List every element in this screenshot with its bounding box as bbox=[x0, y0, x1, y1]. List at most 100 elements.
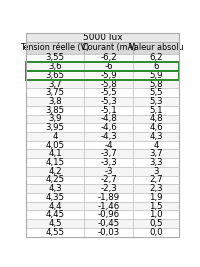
Bar bbox=[133, 97, 179, 106]
Text: -5,5: -5,5 bbox=[100, 88, 117, 97]
Text: 4,2: 4,2 bbox=[48, 167, 62, 176]
Text: 2,7: 2,7 bbox=[149, 175, 163, 184]
Bar bbox=[84, 184, 133, 193]
Text: -5,8: -5,8 bbox=[100, 80, 117, 89]
Text: -1,46: -1,46 bbox=[98, 202, 120, 211]
Bar bbox=[133, 202, 179, 210]
Bar bbox=[133, 132, 179, 141]
Text: 4,05: 4,05 bbox=[45, 141, 64, 150]
Text: 3,9: 3,9 bbox=[48, 115, 62, 123]
Bar bbox=[133, 54, 179, 62]
Text: -2,3: -2,3 bbox=[100, 184, 117, 193]
Text: -1,89: -1,89 bbox=[98, 193, 120, 202]
Bar bbox=[84, 210, 133, 219]
Bar bbox=[26, 71, 84, 80]
Text: 4,45: 4,45 bbox=[45, 210, 64, 219]
Bar bbox=[133, 141, 179, 150]
Text: 3,95: 3,95 bbox=[45, 123, 64, 132]
Bar bbox=[133, 123, 179, 132]
Bar bbox=[133, 150, 179, 158]
Text: -6,2: -6,2 bbox=[100, 53, 117, 62]
Bar bbox=[84, 42, 133, 54]
Text: 5,1: 5,1 bbox=[149, 106, 163, 115]
Text: -3,7: -3,7 bbox=[100, 149, 117, 158]
Text: 0,0: 0,0 bbox=[149, 228, 163, 237]
Bar bbox=[133, 71, 179, 80]
Bar bbox=[84, 106, 133, 115]
Text: 3,75: 3,75 bbox=[45, 88, 64, 97]
Text: 4,1: 4,1 bbox=[48, 149, 62, 158]
Bar bbox=[26, 88, 84, 97]
Bar bbox=[26, 71, 179, 80]
Bar bbox=[26, 62, 84, 71]
Text: -6: -6 bbox=[104, 62, 113, 71]
Text: 4: 4 bbox=[52, 132, 58, 141]
Bar bbox=[133, 193, 179, 202]
Text: 5,8: 5,8 bbox=[149, 80, 163, 89]
Text: 4: 4 bbox=[153, 141, 159, 150]
Bar bbox=[84, 123, 133, 132]
Text: -4,6: -4,6 bbox=[100, 123, 117, 132]
Bar bbox=[26, 123, 84, 132]
Bar bbox=[26, 210, 84, 219]
Text: 3,65: 3,65 bbox=[45, 71, 64, 80]
Bar bbox=[84, 62, 133, 71]
Text: -5,9: -5,9 bbox=[100, 71, 117, 80]
Bar bbox=[84, 115, 133, 123]
Text: 4,8: 4,8 bbox=[149, 115, 163, 123]
Bar bbox=[84, 202, 133, 210]
Bar bbox=[133, 115, 179, 123]
Bar bbox=[26, 158, 84, 167]
Text: 3,85: 3,85 bbox=[45, 106, 64, 115]
Text: 4,6: 4,6 bbox=[149, 123, 163, 132]
Text: 4,55: 4,55 bbox=[45, 228, 64, 237]
Bar bbox=[84, 71, 133, 80]
Bar bbox=[84, 150, 133, 158]
Bar bbox=[26, 42, 84, 54]
Bar bbox=[133, 106, 179, 115]
Bar bbox=[133, 210, 179, 219]
Text: 6: 6 bbox=[153, 62, 159, 71]
Text: 3: 3 bbox=[153, 167, 159, 176]
Bar bbox=[26, 132, 84, 141]
Bar bbox=[26, 228, 84, 237]
Bar bbox=[133, 42, 179, 54]
Bar bbox=[84, 132, 133, 141]
Bar bbox=[84, 219, 133, 228]
Bar bbox=[26, 184, 84, 193]
Bar bbox=[26, 167, 84, 176]
Bar bbox=[26, 202, 84, 210]
Text: 4,4: 4,4 bbox=[48, 202, 62, 211]
Bar bbox=[133, 228, 179, 237]
Text: Tension réelle (V): Tension réelle (V) bbox=[20, 43, 89, 52]
Bar bbox=[26, 219, 84, 228]
Bar bbox=[26, 176, 84, 184]
Bar bbox=[133, 184, 179, 193]
Text: -0,03: -0,03 bbox=[98, 228, 120, 237]
Text: 3,7: 3,7 bbox=[48, 80, 62, 89]
Bar bbox=[26, 150, 84, 158]
Bar bbox=[26, 193, 84, 202]
Text: 5,3: 5,3 bbox=[149, 97, 163, 106]
Text: 2,3: 2,3 bbox=[149, 184, 163, 193]
Bar bbox=[84, 193, 133, 202]
Bar bbox=[26, 80, 84, 88]
Text: 5,5: 5,5 bbox=[149, 88, 163, 97]
Bar bbox=[84, 228, 133, 237]
Bar bbox=[26, 115, 84, 123]
Text: -3,3: -3,3 bbox=[100, 158, 117, 167]
Text: Valeur absolu: Valeur absolu bbox=[129, 43, 183, 52]
Text: 3,6: 3,6 bbox=[48, 62, 62, 71]
Text: 6,2: 6,2 bbox=[149, 53, 163, 62]
Bar bbox=[26, 141, 84, 150]
Text: 0,5: 0,5 bbox=[149, 219, 163, 228]
Bar bbox=[133, 62, 179, 71]
Text: 1,0: 1,0 bbox=[149, 210, 163, 219]
Bar bbox=[133, 158, 179, 167]
Text: 5000 lux: 5000 lux bbox=[83, 33, 122, 42]
Bar bbox=[26, 106, 84, 115]
Text: -4,8: -4,8 bbox=[100, 115, 117, 123]
Bar bbox=[26, 97, 84, 106]
Text: -5,3: -5,3 bbox=[100, 97, 117, 106]
Bar bbox=[133, 88, 179, 97]
